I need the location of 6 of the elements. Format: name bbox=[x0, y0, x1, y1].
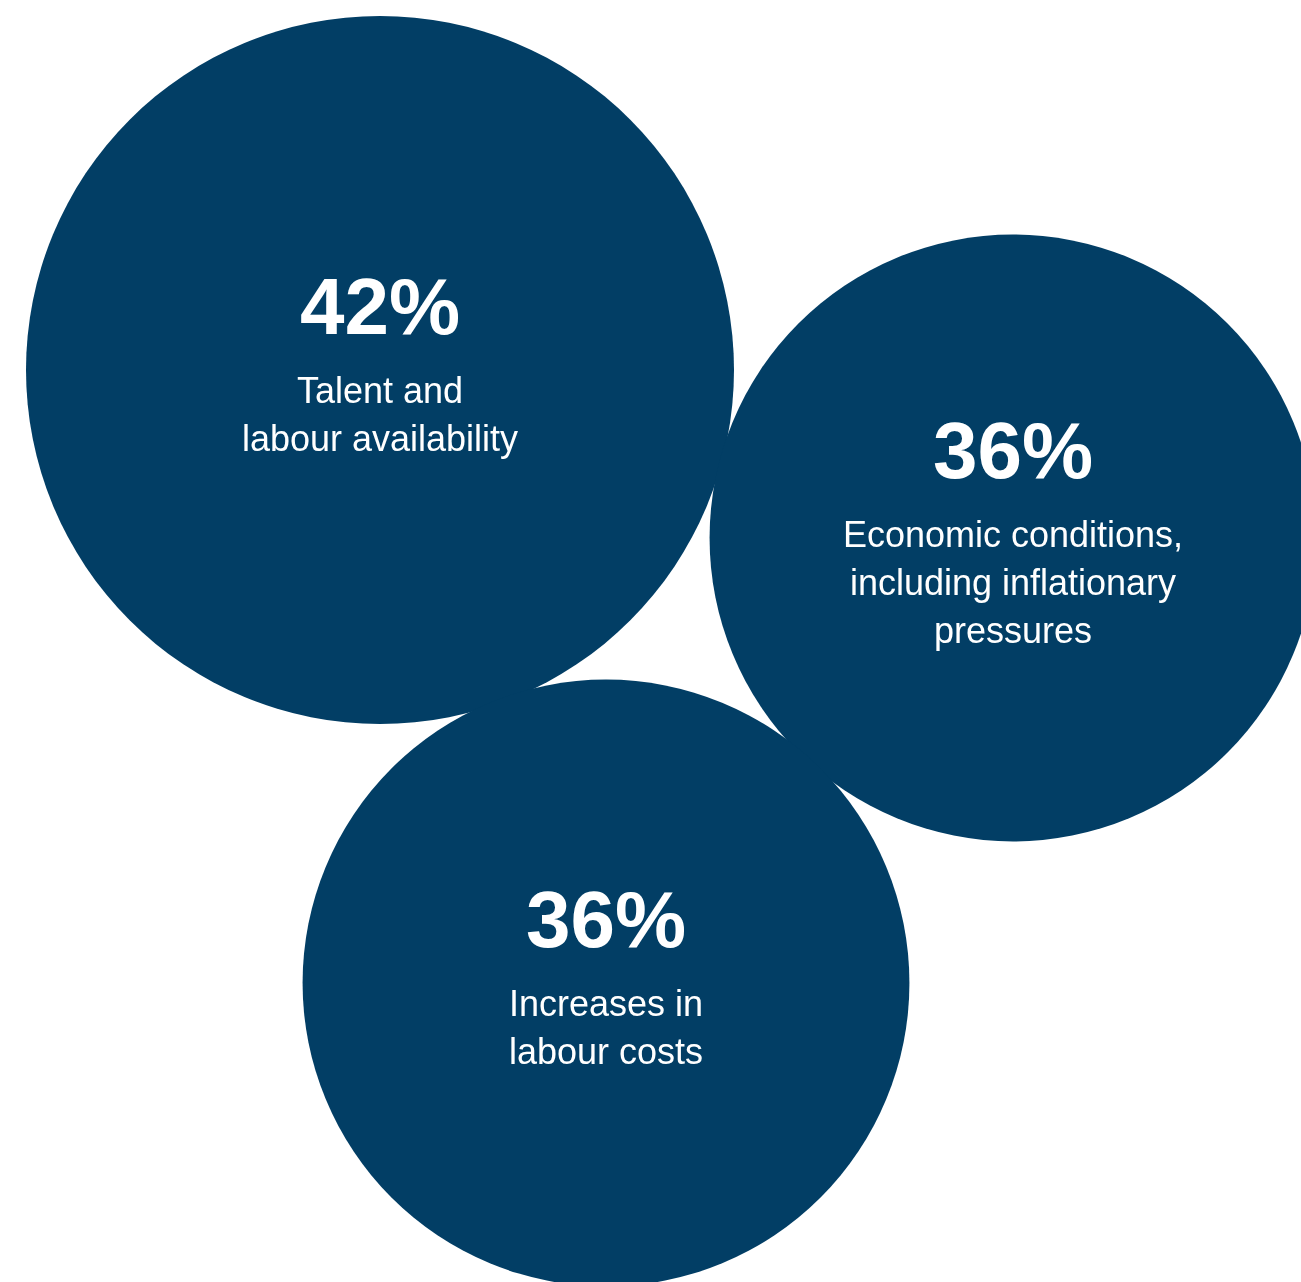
data-label: 36% bbox=[525, 874, 687, 964]
data-label: 42% bbox=[299, 261, 461, 351]
data-label: 36% bbox=[932, 405, 1094, 495]
category-label: Increases in labour costs bbox=[508, 983, 704, 1073]
category-label: Economic conditions, including inflationary pressures bbox=[842, 514, 1184, 652]
category-label: Talent and labour availability bbox=[241, 370, 519, 460]
